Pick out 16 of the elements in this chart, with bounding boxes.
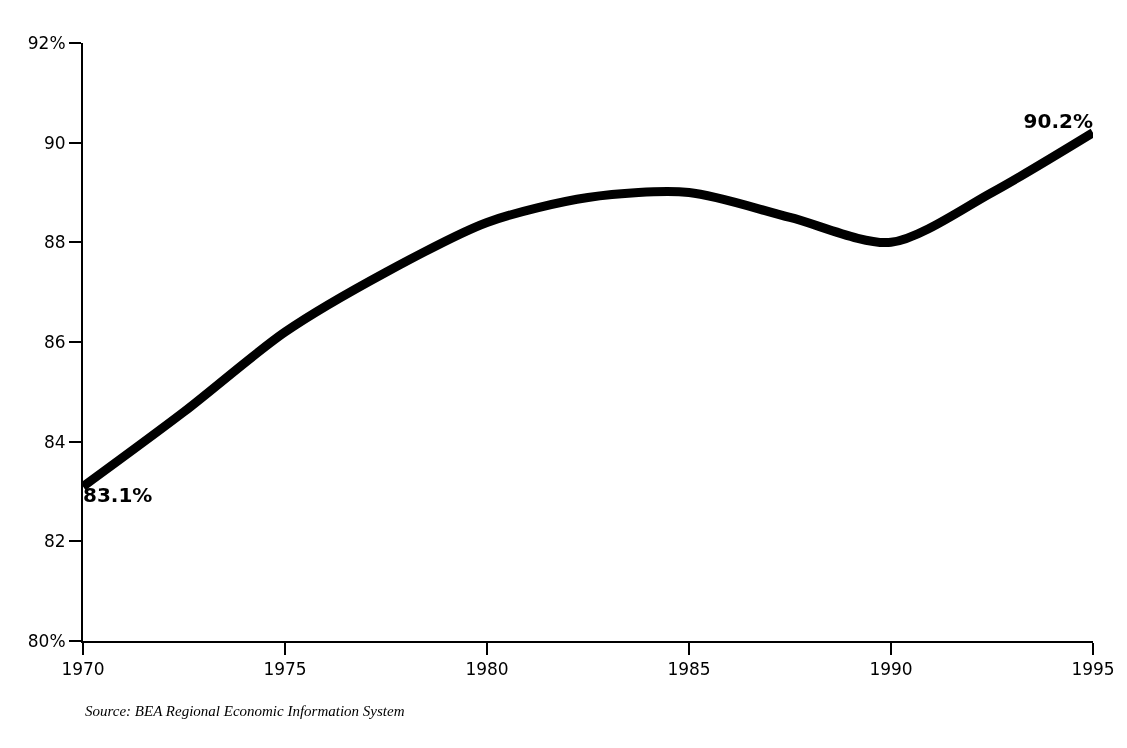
- y-tick-label: 90: [43, 132, 66, 153]
- x-tick-label: 1980: [465, 659, 509, 680]
- x-tick-label: 1970: [61, 659, 105, 680]
- data-label: 90.2%: [1023, 108, 1093, 133]
- y-tick-label: 80%: [27, 630, 66, 651]
- y-tick-label: 92%: [27, 32, 66, 53]
- data-label: 83.1%: [83, 482, 153, 507]
- x-tick-label: 1975: [263, 659, 307, 680]
- y-tick-label: 84: [43, 431, 66, 452]
- y-tick-label: 88: [43, 232, 66, 253]
- source-note: Source: BEA Regional Economic Information System: [85, 703, 405, 719]
- x-tick-label: 1985: [667, 659, 711, 680]
- y-tick-label: 82: [43, 531, 66, 552]
- y-tick-label: 86: [43, 331, 66, 352]
- x-tick-label: 1990: [869, 659, 913, 680]
- x-tick-label: 1995: [1071, 659, 1115, 680]
